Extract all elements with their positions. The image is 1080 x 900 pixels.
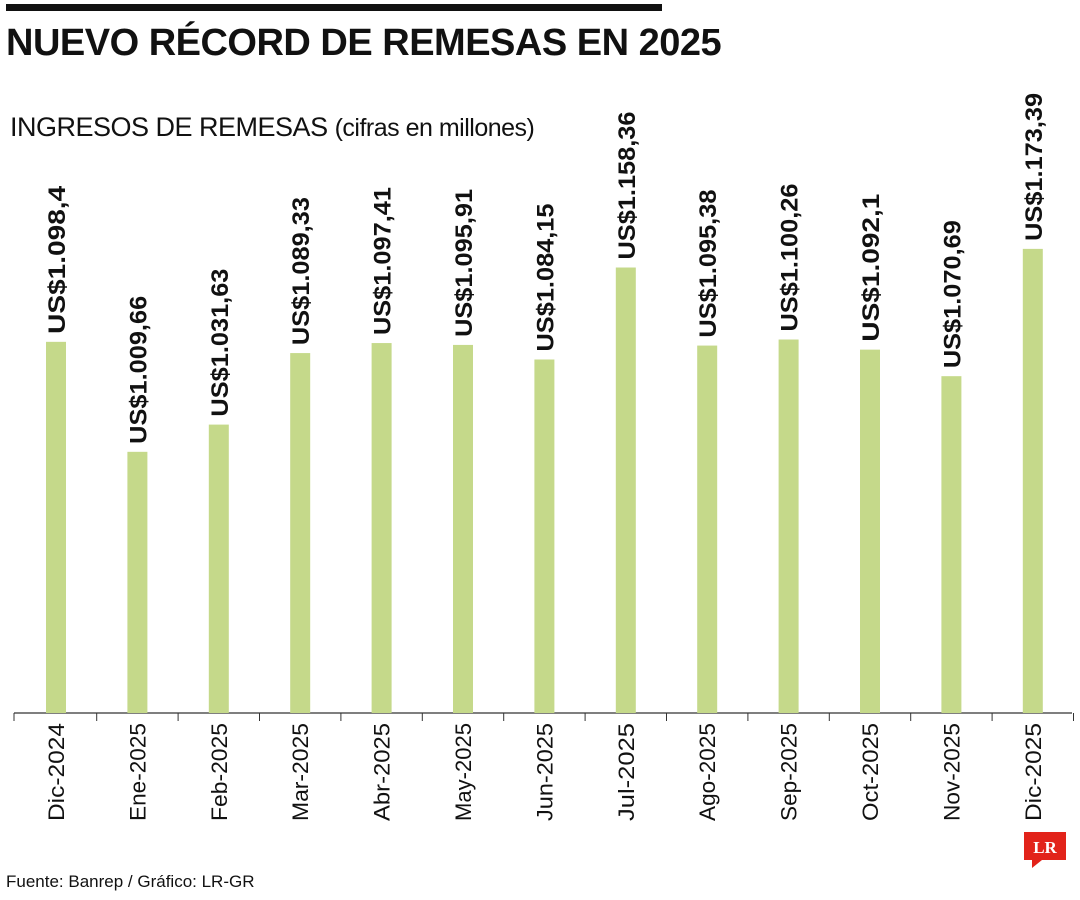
chart-title: NUEVO RÉCORD DE REMESAS EN 2025 (6, 22, 722, 64)
source-note: Fuente: Banrep / Gráfico: LR-GR (6, 872, 255, 891)
logo-text: LR (1033, 838, 1057, 857)
top-rule (6, 4, 662, 11)
bar (453, 344, 473, 713)
data-label: US$1.158,36 (614, 112, 641, 260)
bar (127, 451, 148, 713)
bar (697, 345, 718, 713)
bar (615, 267, 636, 713)
data-label: US$1.098,4 (44, 185, 71, 334)
x-tick-label: Abr-2025 (370, 723, 395, 821)
data-label: US$1.070,69 (939, 220, 966, 368)
data-label: US$1.031,63 (207, 269, 234, 417)
x-tick-label: Sep-2025 (777, 723, 802, 821)
x-tick-label: Ago-2025 (695, 723, 720, 821)
bar (208, 424, 229, 713)
bar (941, 376, 962, 713)
bar (46, 341, 66, 713)
x-tick-label: Dic-2025 (1021, 723, 1046, 821)
chart-subtitle: INGRESOS DE REMESAS (cifras en millones) (10, 112, 535, 143)
data-label: US$1.100,26 (777, 184, 804, 332)
bar (1022, 248, 1043, 713)
subtitle-unit: (cifras en millones) (334, 114, 535, 142)
data-label: US$1.084,15 (532, 203, 559, 351)
x-tick-label: Feb-2025 (207, 723, 232, 821)
data-label: US$1.089,33 (288, 197, 315, 345)
x-tick-label: May-2025 (451, 723, 476, 821)
x-tick-label: Jul-2025 (614, 723, 639, 821)
x-tick-label: Dic-2024 (44, 723, 69, 821)
data-label: US$1.092,1 (858, 194, 885, 342)
subtitle-main: INGRESOS DE REMESAS (10, 112, 328, 142)
data-label: US$1.095,38 (695, 190, 722, 338)
x-tick-label: Jun-2025 (532, 723, 557, 821)
lr-logo: LR (1024, 832, 1066, 868)
bar (860, 349, 880, 713)
x-tick-label: Ene-2025 (125, 723, 150, 821)
bar (778, 339, 799, 713)
data-label: US$1.173,39 (1021, 93, 1048, 241)
x-tick-label: Mar-2025 (288, 723, 313, 821)
x-tick-label: Oct-2025 (858, 723, 883, 821)
data-label: US$1.009,66 (125, 296, 152, 444)
data-label: US$1.097,41 (370, 187, 397, 335)
bar (534, 359, 555, 713)
bar (290, 353, 311, 713)
bar (371, 343, 392, 713)
data-label: US$1.095,91 (451, 189, 478, 337)
logo-badge (1024, 832, 1066, 868)
x-tick-label: Nov-2025 (939, 723, 964, 821)
